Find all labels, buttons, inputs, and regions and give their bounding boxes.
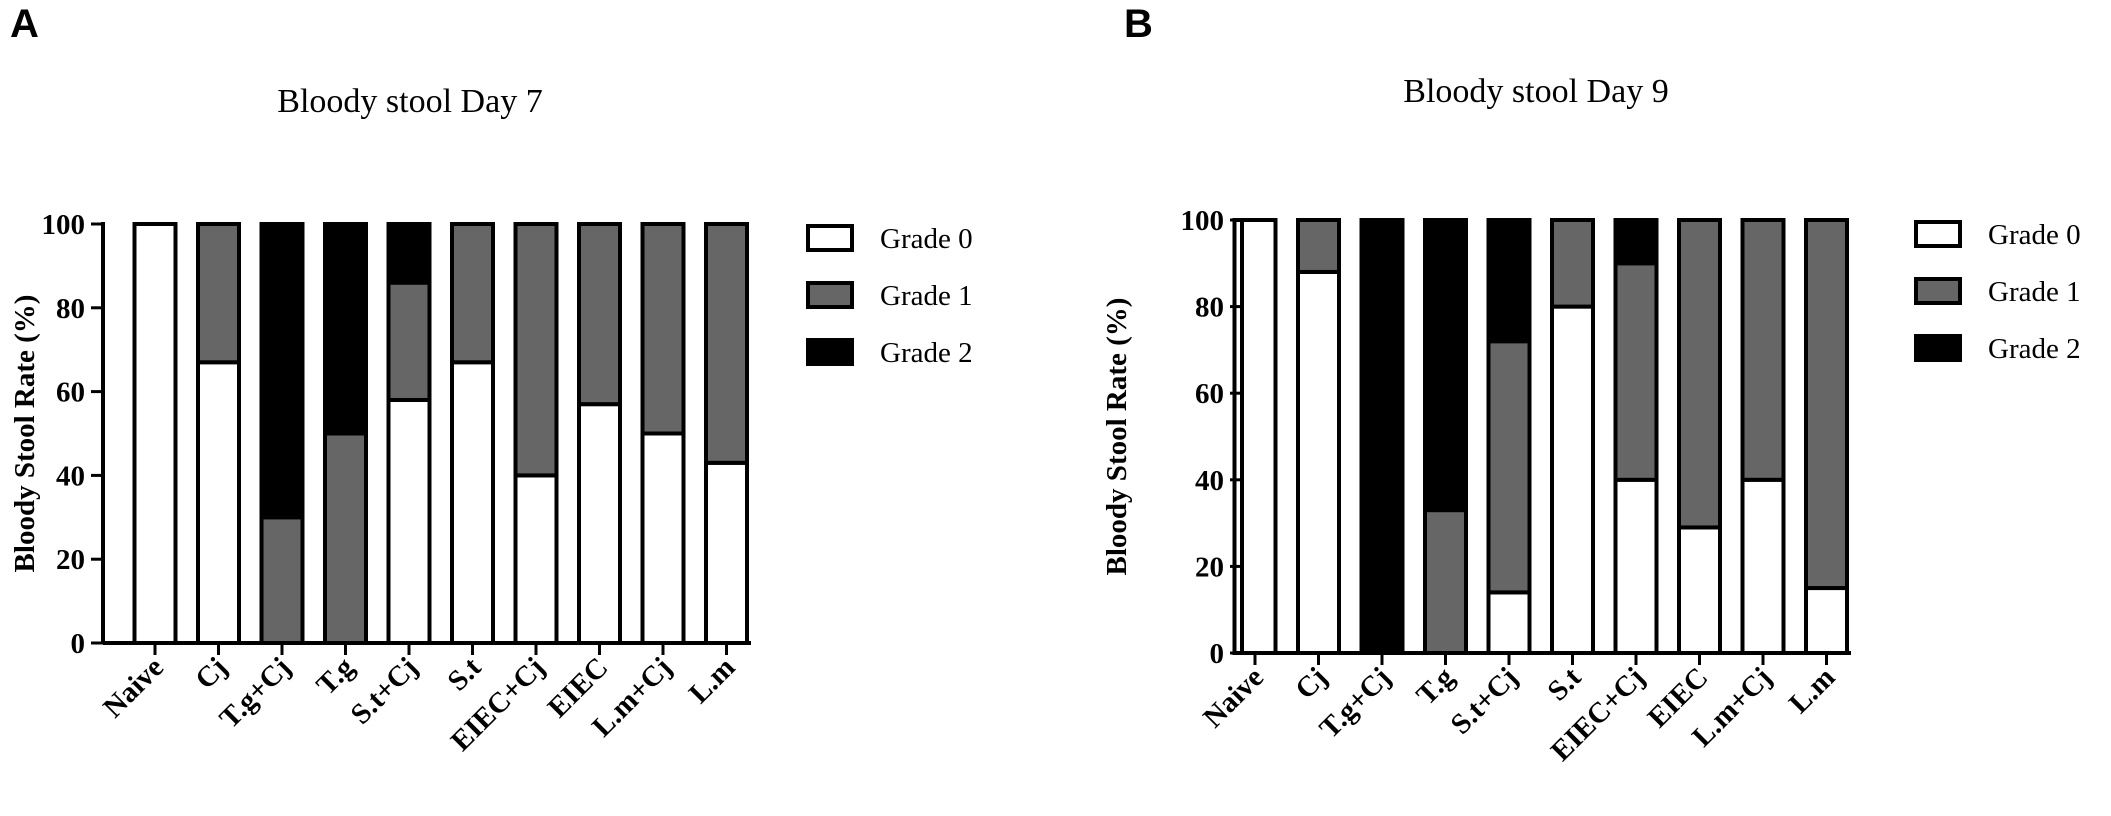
legend-swatch-grade-0 (806, 224, 854, 252)
y-tick-label: 20 (56, 544, 85, 576)
legend-swatch-grade-1 (806, 281, 854, 309)
x-tick-label: T.g (310, 651, 361, 702)
y-tick-label: 60 (56, 377, 85, 409)
bar-grade-1-s-t (1550, 218, 1595, 309)
bar-grade-0-s-t (450, 360, 495, 645)
x-tick-label: Cj (1289, 661, 1333, 705)
bar-grade-0-eiec-cj (513, 473, 559, 645)
bar-grade-1-s-t (450, 222, 495, 365)
x-tick-label: S.t+Cj (1445, 661, 1524, 740)
panel-letter-b: B (1124, 2, 1153, 46)
legend-label-grade-2: Grade 2 (880, 337, 973, 369)
bar-grade-1-l-m (1804, 218, 1849, 591)
x-tick-label: S.t (441, 651, 487, 697)
legend-swatch-grade-1 (1914, 277, 1962, 305)
bar-grade-1-l-m (704, 222, 749, 465)
legend-swatch-grade-2 (806, 338, 854, 366)
y-axis-label: Bloody Stool Rate (%) (1101, 298, 1133, 576)
chart-1: Bloody stool Day 7 Bloody Stool Rate (%) N… (9, 83, 973, 757)
bar-grade-2-t-g-cj (259, 222, 305, 520)
y-tick-label: 100 (42, 209, 86, 241)
chart-2: Bloody stool Day 9 Bloody Stool Rate (%) N… (1101, 73, 2081, 767)
y-tick-label: 80 (1195, 292, 1224, 324)
bar-grade-1-s-t-cj (1486, 339, 1532, 595)
bar-grade-0-cj (196, 360, 241, 645)
bar-grade-0-s-t-cj (1486, 590, 1532, 656)
x-tick-label: T.g+Cj (1313, 661, 1396, 744)
bar-grade-2-t-g (323, 222, 368, 436)
x-tick-label: S.t+Cj (345, 651, 424, 730)
panel-letter-a: A (10, 2, 39, 46)
bar-grade-1-l-m-cj (1740, 218, 1786, 482)
bar-grade-0-s-t (1550, 304, 1595, 655)
bar-grade-0-cj (1296, 269, 1341, 655)
bar-grade-1-eiec-cj (513, 222, 559, 478)
bar-grade-2-eiec-cj (1613, 218, 1659, 266)
legend-label-grade-0: Grade 0 (1988, 219, 2081, 251)
bar-grade-0-l-m (704, 460, 749, 645)
bar-grade-1-t-g (323, 431, 368, 645)
bar-grade-1-cj (1296, 218, 1341, 274)
x-tick-label: L.m (1783, 661, 1842, 720)
bar-grade-0-eiec (577, 402, 622, 646)
legend-label-grade-1: Grade 1 (880, 280, 973, 312)
y-tick-label: 100 (1181, 205, 1225, 237)
bar-grade-1-eiec-cj (1613, 261, 1659, 482)
bar-grade-0-s-t-cj (386, 397, 432, 646)
y-tick-label: 40 (56, 460, 85, 492)
bar-grade-1-s-t-cj (386, 280, 432, 402)
y-tick-label: 80 (56, 293, 85, 325)
legend-label-grade-0: Grade 0 (880, 223, 973, 255)
bar-grade-0-l-m-cj (640, 431, 686, 645)
bar-grade-1-l-m-cj (640, 222, 686, 436)
bar-grade-1-eiec (1677, 218, 1722, 530)
chart-title: Bloody stool Day 9 (1403, 73, 1668, 110)
x-tick-label: T.g+Cj (213, 651, 296, 734)
x-tick-label: Cj (189, 651, 233, 695)
x-tick-label: Naive (1197, 661, 1270, 734)
legend-swatch-grade-2 (1914, 334, 1962, 362)
y-tick-label: 0 (1210, 638, 1225, 670)
bar-grade-2-s-t-cj (386, 222, 432, 285)
bar-grade-0-l-m (1804, 586, 1849, 655)
bar-grade-2-s-t-cj (1486, 218, 1532, 344)
x-tick-label: L.m (683, 651, 742, 710)
bar-grade-1-t-g-cj (259, 515, 305, 645)
bar-grade-1-eiec (577, 222, 622, 407)
bar-grade-0-naive (132, 222, 178, 645)
bar-grade-0-eiec (1677, 525, 1722, 655)
y-tick-label: 40 (1195, 465, 1224, 497)
y-tick-label: 20 (1195, 551, 1224, 583)
bar-grade-0-eiec-cj (1613, 477, 1659, 655)
y-axis-label: Bloody Stool Rate (%) (9, 295, 41, 573)
x-tick-label: Naive (97, 651, 170, 724)
chart-title: Bloody stool Day 7 (277, 83, 542, 120)
x-tick-label: T.g (1410, 661, 1461, 712)
bar-grade-0-l-m-cj (1740, 477, 1786, 655)
bar-grade-1-cj (196, 222, 241, 365)
y-tick-label: 60 (1195, 378, 1224, 410)
y-tick-label: 0 (71, 628, 86, 660)
bar-grade-2-t-g (1423, 218, 1468, 513)
bar-grade-2-t-g-cj (1359, 218, 1405, 655)
legend-label-grade-1: Grade 1 (1988, 276, 2081, 308)
legend-swatch-grade-0 (1914, 220, 1962, 248)
bar-grade-1-t-g (1423, 508, 1468, 655)
legend-label-grade-2: Grade 2 (1988, 333, 2081, 365)
x-tick-label: S.t (1541, 661, 1587, 707)
